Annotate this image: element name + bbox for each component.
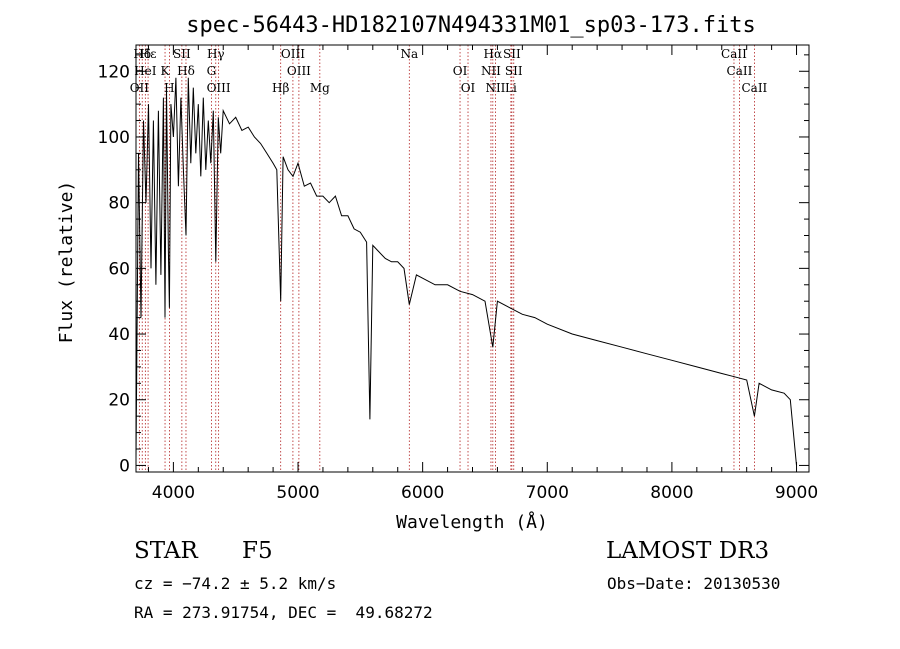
y-tick-label: 80: [108, 194, 130, 214]
x-axis-label: Wavelength (Å): [396, 511, 548, 533]
spectral-line-markers: [138, 45, 755, 472]
line-label: Hβ: [272, 81, 289, 95]
line-label: Hε: [140, 47, 157, 61]
y-tick-label: 100: [98, 128, 130, 148]
y-tick-label: 120: [98, 62, 130, 82]
axis-ticks: 4000 5000 6000 7000 8000 9000 0 20 40 60 80 100 120: [98, 45, 818, 503]
line-label: Hδ: [177, 64, 195, 78]
line-label: SII: [503, 47, 521, 61]
line-label: OI: [453, 64, 468, 78]
object-subclass: F5: [242, 538, 273, 564]
line-label: OIII: [207, 81, 231, 95]
x-tick-label: 9000: [775, 483, 818, 503]
redshift-readout: cz = −74.2 ± 5.2 km/s: [134, 574, 337, 593]
x-tick-label: 7000: [526, 483, 569, 503]
line-label: Na: [400, 47, 418, 61]
x-tick-label: 6000: [401, 483, 444, 503]
y-tick-label: 20: [108, 391, 130, 411]
x-tick-label: 4000: [152, 483, 195, 503]
coordinates-readout: RA = 273.91754, DEC = 49.68272: [134, 603, 433, 622]
line-label: CaII: [741, 81, 767, 95]
y-axis-label: Flux (relative): [56, 181, 77, 344]
line-label: OIII: [281, 47, 305, 61]
plot-frame: [135, 44, 810, 473]
line-label: Mg: [310, 81, 330, 95]
line-label: G: [207, 64, 217, 78]
line-label: NII: [485, 81, 505, 95]
y-tick-label: 0: [119, 456, 130, 476]
line-label: SII: [173, 47, 191, 61]
line-label: CaII: [721, 47, 747, 61]
y-tick-label: 60: [108, 259, 130, 279]
line-label: OI: [461, 81, 476, 95]
line-label: Li: [505, 81, 517, 95]
line-label: Hα: [484, 47, 503, 61]
x-tick-label: 8000: [650, 483, 693, 503]
line-label: H: [164, 81, 174, 95]
line-label: Hγ: [207, 47, 225, 61]
line-label: K: [161, 64, 171, 78]
line-label: NII: [481, 64, 501, 78]
line-label: CaII: [727, 64, 753, 78]
x-tick-label: 5000: [276, 483, 319, 503]
line-label: OIII: [287, 64, 311, 78]
line-label: SII: [505, 64, 523, 78]
survey-name: LAMOST DR3: [606, 538, 770, 564]
chart-title: spec-56443-HD182107N494331M01_sp03-173.f…: [186, 13, 756, 38]
y-tick-label: 40: [108, 325, 130, 345]
observation-date: Obs−Date: 20130530: [607, 574, 781, 593]
spectrum-line: [135, 77, 797, 466]
line-label: Hδ: [133, 47, 151, 61]
object-class: STAR: [134, 538, 198, 564]
